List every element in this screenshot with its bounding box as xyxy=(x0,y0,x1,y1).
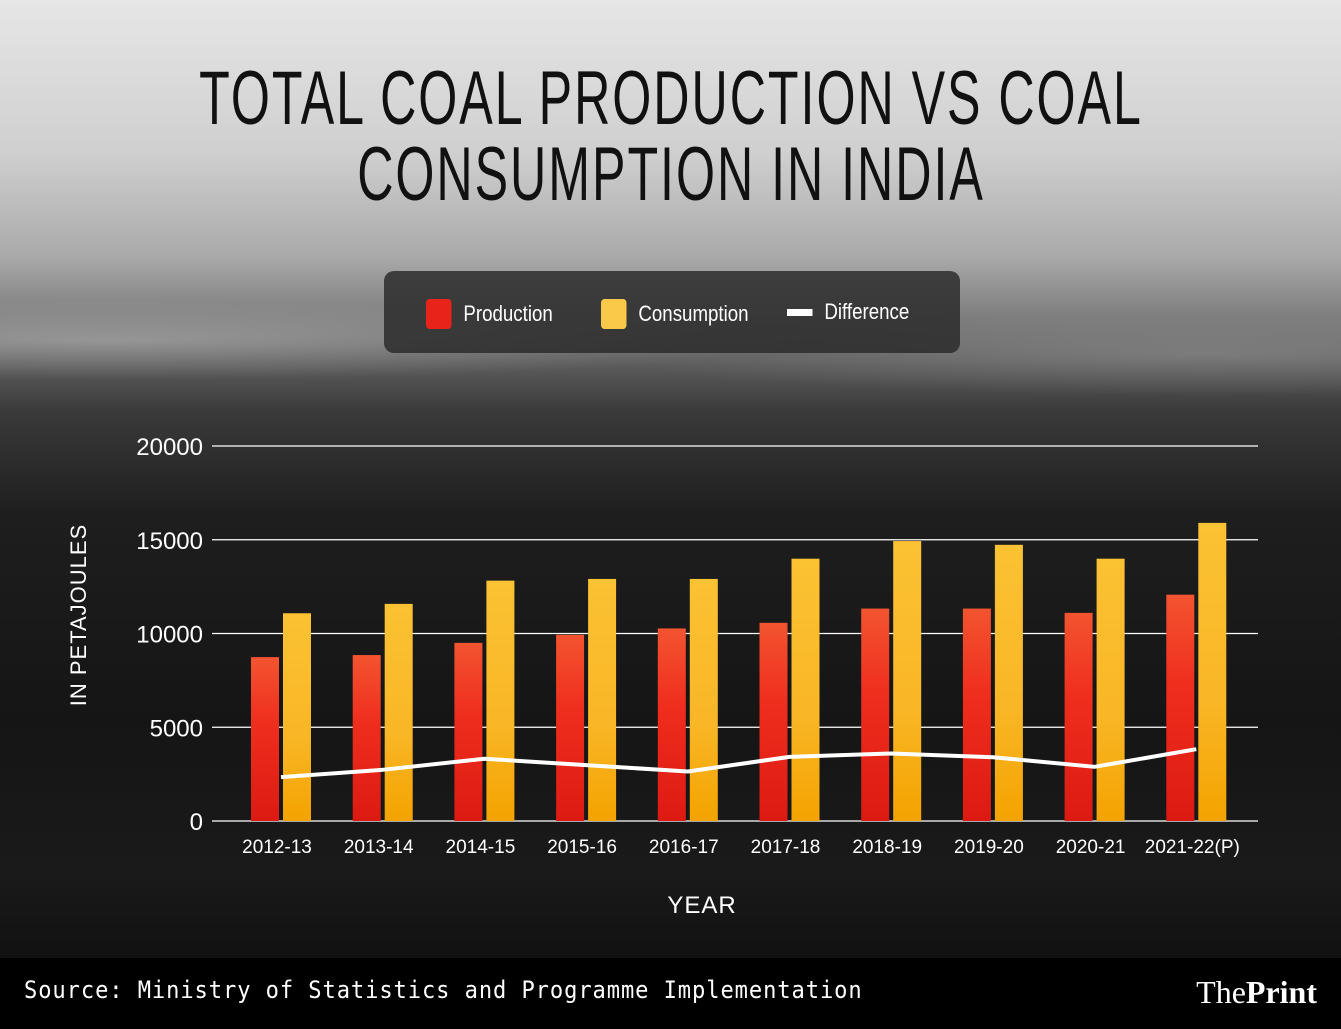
y-axis-label: IN PETAJOULES xyxy=(66,524,91,707)
y-tick-label: 0 xyxy=(190,809,203,836)
chart-title-line-1: TOTAL COAL PRODUCTION VS COAL xyxy=(198,56,1143,141)
legend-item-difference: Difference xyxy=(787,299,909,325)
bar-consumption xyxy=(1096,558,1125,821)
y-tick-label: 10000 xyxy=(136,622,203,649)
legend-label-production: Production xyxy=(463,301,553,326)
chart-title-line-2: CONSUMPTION IN INDIA xyxy=(356,132,985,217)
footer: Source: Ministry of Statistics and Progr… xyxy=(0,958,1341,1029)
x-tick-label: 2016-17 xyxy=(649,837,719,858)
bar-consumption xyxy=(791,558,820,821)
x-tick-label: 2017-18 xyxy=(751,837,821,858)
legend-item-production: Production xyxy=(426,299,553,329)
legend-swatch-production xyxy=(426,299,452,329)
x-tick-label: 2021-22(P) xyxy=(1145,837,1240,858)
chart-plot: 0 5000 10000 15000 20000 2012-13 2013-14 2014-1… xyxy=(66,434,1240,919)
difference-line xyxy=(280,747,1197,780)
bar-production xyxy=(556,634,585,821)
bar-consumption xyxy=(689,578,718,821)
bar-consumption xyxy=(1198,522,1227,821)
bar-production xyxy=(861,608,890,821)
y-tick-label: 15000 xyxy=(136,528,203,555)
bar-consumption xyxy=(994,544,1023,821)
bar-production xyxy=(251,657,279,821)
theprint-logo: ThePrint xyxy=(1196,974,1317,1011)
legend-swatch-consumption xyxy=(601,299,627,329)
x-axis-label: YEAR xyxy=(667,892,736,919)
x-tick-label: 2019-20 xyxy=(954,837,1024,858)
y-tick-label: 5000 xyxy=(150,715,203,742)
bar-production xyxy=(352,655,381,821)
bar-consumption xyxy=(486,580,515,821)
legend: Production Consumption Difference xyxy=(384,271,960,353)
legend-item-consumption: Consumption xyxy=(601,299,749,329)
bar-consumption xyxy=(283,613,311,821)
bar-production xyxy=(657,628,686,821)
x-tick-label: 2014-15 xyxy=(446,837,516,858)
legend-label-consumption: Consumption xyxy=(638,301,749,326)
bar-production xyxy=(454,642,483,821)
x-tick-label: 2013-14 xyxy=(344,837,414,858)
bar-consumption xyxy=(384,603,413,821)
x-tick-label: 2015-16 xyxy=(547,837,617,858)
source-note: Source: Ministry of Statistics and Progr… xyxy=(24,976,863,1004)
y-tick-label: 20000 xyxy=(136,434,203,461)
x-tick-label: 2012-13 xyxy=(242,837,312,858)
legend-swatch-difference xyxy=(787,308,813,316)
x-tick-label: 2018-19 xyxy=(852,837,922,858)
bar-production xyxy=(1166,594,1195,821)
bar-production xyxy=(1064,612,1093,821)
legend-label-difference: Difference xyxy=(824,299,910,324)
logo-print: Print xyxy=(1245,974,1317,1010)
bar-consumption xyxy=(893,541,922,821)
bar-consumption xyxy=(588,578,617,821)
x-tick-label: 2020-21 xyxy=(1056,837,1126,858)
logo-the: The xyxy=(1196,974,1246,1010)
bar-production xyxy=(962,608,991,821)
bar-production xyxy=(759,622,788,821)
